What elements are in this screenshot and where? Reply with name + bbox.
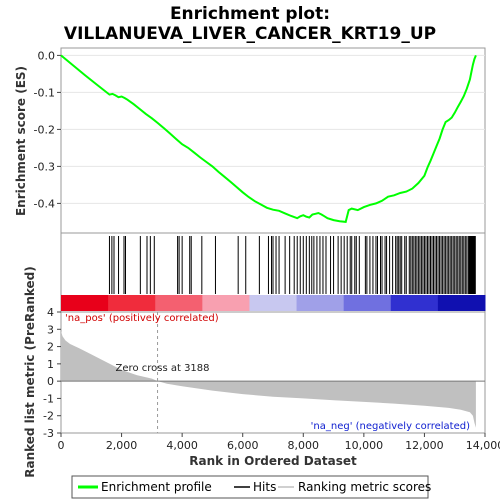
colorbar-segment [155,295,203,311]
colorbar-segment [249,295,298,311]
colorbar-segment [108,295,156,311]
ranked-xtick-label: 6,000 [227,439,259,452]
legend-hits-label: Hits [253,480,276,494]
ranked-xtick-label: 14,000 [466,439,500,452]
ranked-ylabel: Ranked list metric (PreRanked) [23,266,37,478]
es-ytick-label: 0.0 [38,49,56,62]
legend-enrichment-label: Enrichment profile [101,480,212,494]
ranked-xtick-label: 0 [58,439,65,452]
es-ytick-label: -0.3 [34,160,55,173]
ranked-xlabel: Rank in Ordered Dataset [189,454,357,468]
es-ytick-label: -0.1 [34,86,55,99]
colorbar-segment [202,295,250,311]
ranked-xtick-label: 12,000 [405,439,444,452]
enrichment-profile-line [60,54,477,223]
ranked-ytick-label: 1 [47,358,54,371]
ranking-metric-area [61,331,476,428]
ranked-ytick-label: 0 [47,375,54,388]
legend-ranking-label: Ranking metric scores [298,480,431,494]
chart-title-line1: Enrichment plot: [170,4,330,24]
ranked-xtick-label: 4,000 [166,439,198,452]
ranked-xtick-label: 8,000 [288,439,320,452]
colorbar-segment [61,295,109,311]
ranked-ytick-label: 3 [47,323,54,336]
colorbar-segment [296,295,345,311]
ranked-ytick-label: 4 [47,306,54,319]
colorbar-segment [390,295,439,311]
ranked-xtick-label: 2,000 [106,439,138,452]
pos-label: 'na_pos' (positively correlated) [65,313,219,324]
ranked-ytick-label: -2 [43,410,54,423]
es-ylabel: Enrichment score (ES) [14,66,28,216]
chart-title-line2: VILLANUEVA_LIVER_CANCER_KRT19_UP [64,24,436,44]
es-panel-frame [60,47,486,234]
zero-cross-label: Zero cross at 3188 [116,363,210,374]
es-ytick-label: -0.4 [34,197,55,210]
neg-label: 'na_neg' (negatively correlated) [311,421,470,432]
colorbar-segment [437,295,486,311]
ranked-ytick-label: 2 [47,341,54,354]
ranked-ytick-label: -3 [43,427,54,440]
ranked-xtick-label: 10,000 [345,439,384,452]
ranked-ytick-label: -1 [43,392,54,405]
es-ytick-label: -0.2 [34,123,55,136]
colorbar-segment [343,295,392,311]
